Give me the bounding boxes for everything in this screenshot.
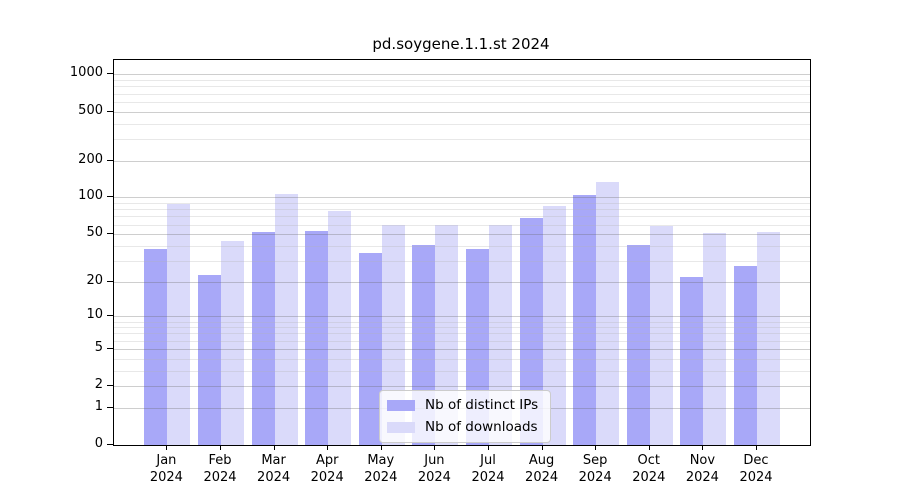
ytick-label-2: 2	[94, 377, 103, 393]
bar-downloads-oct	[649, 226, 673, 445]
xtick-label-sep: Sep 2024	[578, 453, 612, 485]
xtick-mark-apr	[327, 445, 329, 450]
bar-distinct-ips-may	[358, 252, 382, 445]
bar-downloads-dec	[757, 232, 780, 445]
ytick-mark-50	[107, 233, 113, 235]
bar-distinct-ips-nov	[680, 276, 704, 445]
ytick-mark-20	[107, 280, 113, 282]
bar-downloads-nov	[703, 233, 727, 445]
bar-downloads-jul	[489, 224, 512, 445]
ytick-mark-500	[107, 110, 113, 112]
ytick-label-20: 20	[86, 272, 103, 288]
bar-distinct-ips-apr	[305, 231, 329, 445]
xtick-label-oct: Oct 2024	[632, 453, 666, 485]
ytick-label-200: 200	[78, 151, 103, 167]
ytick-mark-2	[107, 385, 113, 387]
ytick-label-10: 10	[86, 307, 103, 323]
bar-distinct-ips-mar	[251, 232, 275, 445]
ytick-label-500: 500	[78, 102, 103, 118]
bar-downloads-mar	[274, 193, 298, 445]
bar-downloads-sep	[596, 181, 620, 445]
bar-downloads-jan	[167, 204, 191, 445]
plot-area: Nb of distinct IPs Nb of downloads	[113, 59, 811, 446]
xtick-label-may: May 2024	[364, 453, 398, 485]
ytick-label-100: 100	[78, 188, 103, 204]
ytick-mark-0	[107, 444, 113, 445]
bar-distinct-ips-jan	[144, 248, 168, 445]
ytick-label-1000: 1000	[69, 65, 103, 81]
ytick-mark-1	[107, 406, 113, 408]
ytick-mark-100	[107, 196, 113, 198]
xtick-mark-nov	[702, 445, 704, 450]
ytick-mark-10	[107, 315, 113, 317]
legend-swatch-distinct-ips	[387, 399, 415, 411]
chart-title: pd.soygene.1.1.st 2024	[372, 35, 550, 53]
bar-downloads-apr	[328, 211, 352, 445]
xtick-label-apr: Apr 2024	[310, 453, 344, 485]
xtick-mark-oct	[648, 445, 650, 450]
xtick-mark-mar	[273, 445, 275, 450]
ytick-mark-1000	[107, 73, 113, 75]
xtick-label-dec: Dec 2024	[739, 453, 773, 485]
xtick-mark-dec	[756, 445, 757, 450]
bars-layer	[114, 60, 810, 445]
xtick-mark-jul	[488, 445, 489, 450]
ytick-label-5: 5	[94, 339, 103, 355]
bar-distinct-ips-feb	[198, 274, 221, 445]
ytick-label-1: 1	[94, 398, 103, 414]
xtick-mark-aug	[541, 445, 543, 450]
xtick-mark-jan	[166, 445, 168, 450]
legend-entry-downloads: Nb of downloads	[387, 418, 538, 436]
bar-downloads-jun	[435, 224, 459, 445]
legend-label-distinct-ips: Nb of distinct IPs	[425, 396, 539, 413]
ytick-label-50: 50	[86, 225, 103, 241]
ytick-mark-200	[107, 159, 113, 161]
bar-distinct-ips-sep	[573, 194, 597, 445]
xtick-mark-jun	[434, 445, 436, 450]
bar-distinct-ips-oct	[626, 244, 650, 445]
xtick-label-jan: Jan 2024	[149, 453, 183, 485]
xtick-label-jun: Jun 2024	[417, 453, 451, 485]
xtick-label-feb: Feb 2024	[203, 453, 237, 485]
bar-distinct-ips-aug	[519, 217, 543, 445]
xtick-label-jul: Jul 2024	[471, 453, 505, 485]
bar-downloads-feb	[221, 240, 244, 445]
xtick-mark-sep	[595, 445, 597, 450]
bar-distinct-ips-dec	[734, 266, 757, 445]
xtick-mark-may	[380, 445, 382, 450]
bar-downloads-aug	[542, 206, 566, 445]
legend: Nb of distinct IPs Nb of downloads	[379, 390, 552, 443]
xtick-label-nov: Nov 2024	[685, 453, 719, 485]
legend-entry-distinct-ips: Nb of distinct IPs	[387, 396, 538, 414]
bar-downloads-may	[381, 224, 405, 445]
ytick-mark-5	[107, 347, 113, 349]
xtick-label-aug: Aug 2024	[525, 453, 559, 485]
legend-swatch-downloads	[387, 421, 415, 433]
ytick-label-0: 0	[94, 436, 103, 451]
xtick-mark-feb	[220, 445, 221, 450]
xtick-label-mar: Mar 2024	[257, 453, 291, 485]
legend-label-downloads: Nb of downloads	[425, 418, 538, 435]
